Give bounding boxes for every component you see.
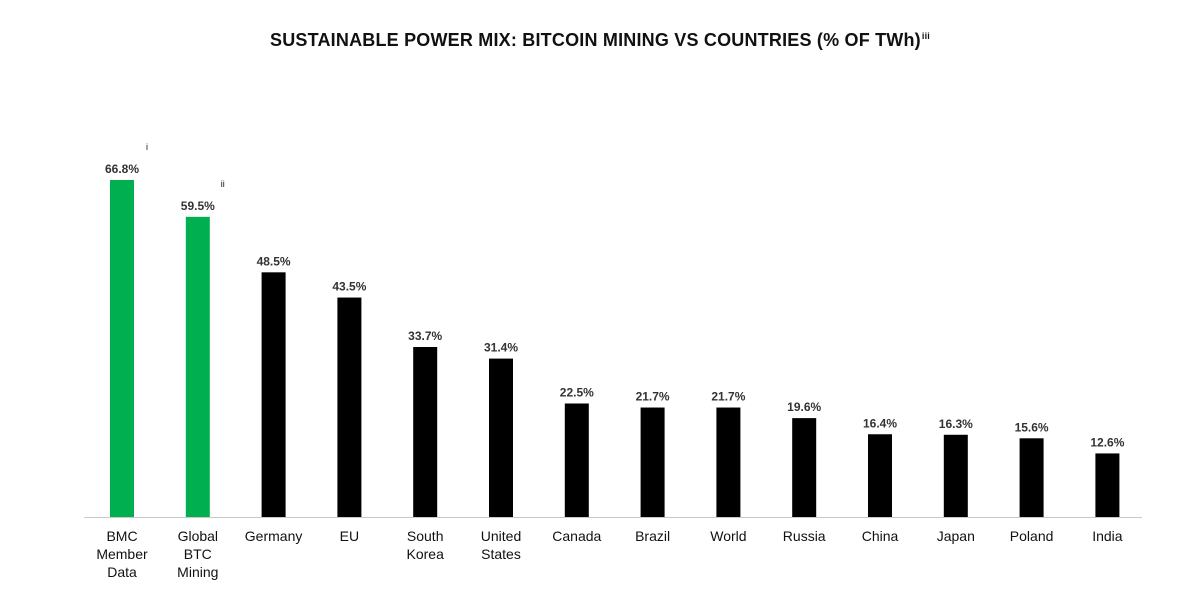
- category-label: BMC: [106, 528, 137, 544]
- bar: [564, 403, 589, 517]
- category-label: India: [1092, 528, 1123, 544]
- data-label: 16.3%: [939, 417, 973, 431]
- bar: [110, 180, 134, 517]
- category-label: Poland: [1010, 528, 1054, 544]
- data-label: 33.7%: [408, 329, 442, 343]
- data-label: 19.6%: [787, 400, 821, 414]
- data-label: 12.6%: [1090, 435, 1124, 449]
- category-label: Mining: [177, 564, 218, 580]
- category-label: Global: [178, 528, 218, 544]
- data-label: 31.4%: [484, 341, 518, 355]
- category-label: South: [407, 528, 444, 544]
- category-label: Brazil: [635, 528, 670, 544]
- data-label: 15.6%: [1015, 420, 1049, 434]
- data-label: 59.5%: [181, 199, 215, 213]
- footnote-marker: ii: [221, 179, 225, 189]
- bar: [413, 346, 438, 517]
- data-label: 16.4%: [863, 416, 897, 430]
- bar: [185, 216, 210, 517]
- chart-title: SUSTAINABLE POWER MIX: BITCOIN MINING VS…: [0, 30, 1200, 51]
- category-label: Data: [107, 564, 137, 580]
- category-label: Canada: [552, 528, 601, 544]
- category-label: World: [710, 528, 746, 544]
- data-label: 66.8%: [105, 162, 139, 176]
- chart-title-note: iii: [921, 31, 930, 41]
- category-label: United: [481, 528, 521, 544]
- bar: [640, 407, 665, 517]
- bar: [1019, 438, 1044, 517]
- category-label: Member: [96, 546, 148, 562]
- bar: [261, 272, 286, 517]
- bar: [716, 407, 741, 517]
- bar: [943, 434, 968, 517]
- category-label: EU: [340, 528, 359, 544]
- category-label: Korea: [407, 546, 445, 562]
- category-label: Russia: [783, 528, 826, 544]
- data-label: 21.7%: [636, 390, 670, 404]
- bar: [868, 434, 892, 517]
- bar: [1095, 453, 1120, 517]
- bar: [792, 418, 817, 517]
- category-label: States: [481, 546, 521, 562]
- category-label: Germany: [245, 528, 303, 544]
- footnote-marker: i: [146, 142, 148, 152]
- chart-title-text: SUSTAINABLE POWER MIX: BITCOIN MINING VS…: [270, 30, 921, 50]
- category-label: Japan: [937, 528, 975, 544]
- data-label: 43.5%: [332, 280, 366, 294]
- bar: [337, 297, 362, 517]
- data-label: 48.5%: [257, 254, 291, 268]
- data-label: 22.5%: [560, 385, 594, 399]
- category-label: China: [862, 528, 899, 544]
- data-label: 21.7%: [711, 390, 745, 404]
- category-label: BTC: [184, 546, 212, 562]
- bar: [489, 358, 513, 517]
